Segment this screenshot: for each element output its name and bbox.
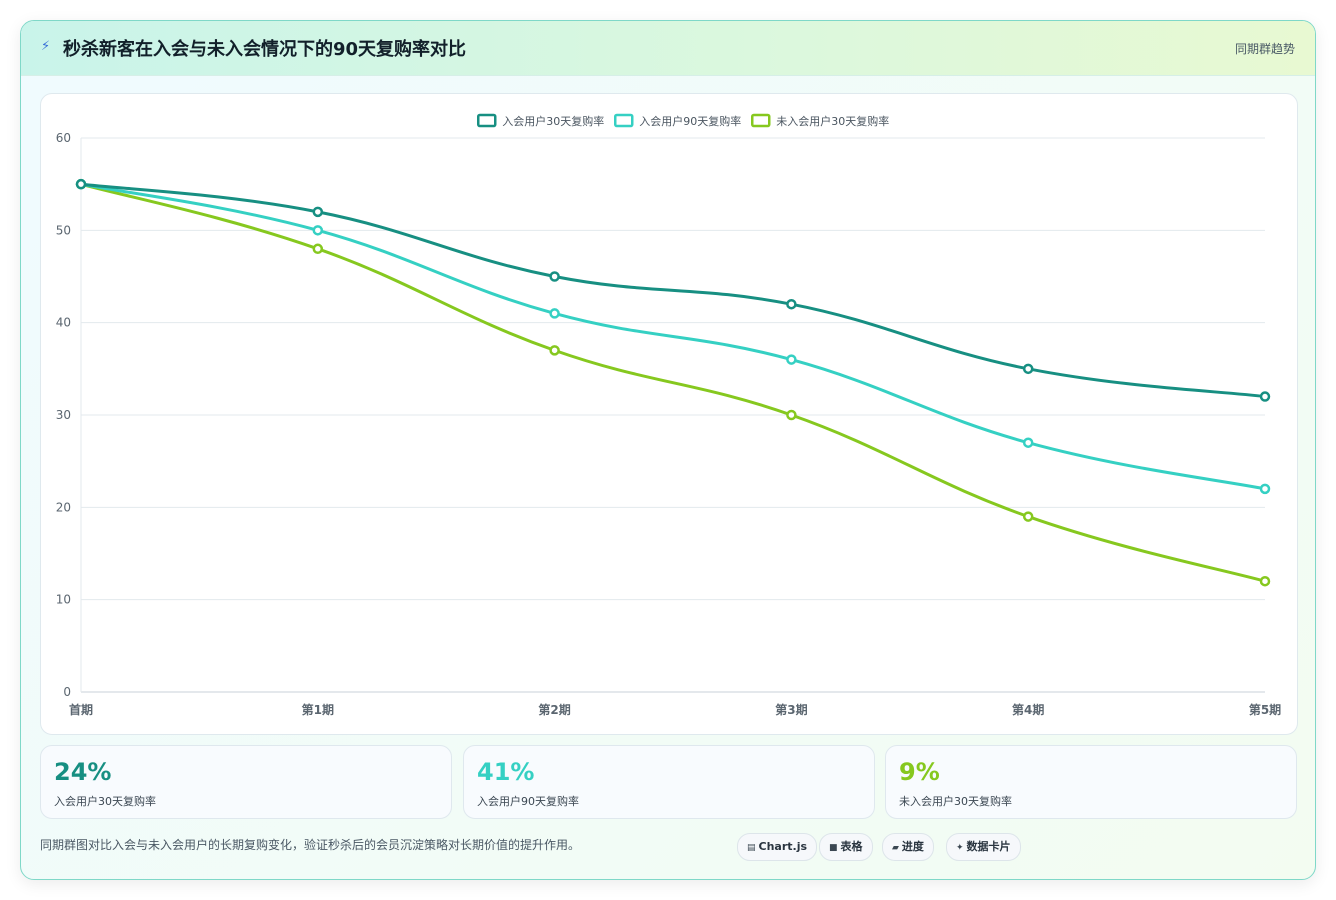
table-icon: ■ (829, 843, 838, 853)
chip-progress[interactable]: ▰ 进度 (882, 833, 934, 861)
stat-label: 入会用户30天复购率 (54, 795, 156, 808)
x-tick-label: 第4期 (1012, 702, 1044, 717)
legend-swatch (477, 113, 497, 128)
chip-data-card[interactable]: ✦ 数据卡片 (946, 833, 1021, 861)
stat-label: 入会用户90天复购率 (477, 795, 579, 808)
data-point (549, 345, 560, 356)
chip-label: 进度 (901, 840, 924, 853)
x-tick-label: 首期 (69, 702, 93, 717)
y-tick-label: 20 (56, 500, 71, 514)
y-tick-label: 10 (56, 593, 71, 607)
chart-panel: 0 10 20 30 40 50 60 首期 第1期 第2期 第3期 第4期 第5期 入会用户30天复购率… (40, 93, 1298, 735)
y-tick-label: 60 (56, 131, 71, 145)
data-point (1259, 391, 1271, 402)
series-line-1 (79, 182, 1267, 399)
x-tick-label: 第1期 (302, 702, 334, 717)
data-point (786, 409, 797, 421)
x-tick-label: 第5期 (1249, 702, 1281, 717)
chart-card: ⚡ 秒杀新客在入会与未入会情况下的90天复购率对比 同期群趋势 0 10 20 30 4… (20, 20, 1316, 880)
sparkle-icon: ✦ (956, 843, 964, 853)
chip-label: Chart.js (758, 840, 808, 853)
chip-table[interactable]: ■ 表格 (819, 833, 873, 861)
data-point (312, 243, 324, 255)
stat-card-member-30d: 24% 入会用户30天复购率 (40, 745, 452, 819)
legend-swatch (614, 113, 634, 128)
legend-swatch (751, 113, 771, 128)
y-tick-label: 50 (56, 223, 71, 237)
stat-card-member-90d: 41% 入会用户90天复购率 (463, 745, 875, 819)
data-point (1259, 575, 1271, 587)
stat-value: 41% (477, 758, 535, 786)
chip-chartjs[interactable]: ▤ Chart.js (737, 833, 818, 861)
stat-value: 9% (899, 758, 940, 786)
footnote: 同期群图对比入会与未入会用户的长期复购变化，验证秒杀后的会员沉淀策略对长期价值的… (40, 838, 581, 852)
series-line-2 (79, 182, 1267, 491)
chart-icon: ▤ (747, 843, 756, 853)
x-tick-label: 第2期 (538, 702, 570, 717)
chart-title: 秒杀新客在入会与未入会情况下的90天复购率对比 (63, 39, 467, 60)
card-header: ⚡ 秒杀新客在入会与未入会情况下的90天复购率对比 同期群趋势 (21, 21, 1315, 76)
stat-card-nonmember-30d: 9% 未入会用户30天复购率 (885, 745, 1297, 819)
data-point (786, 354, 797, 365)
stat-value: 24% (54, 758, 112, 786)
x-tick-label: 第3期 (775, 702, 807, 717)
data-point (75, 178, 87, 190)
line-chart: 0 10 20 30 40 50 60 首期 第1期 第2期 第3期 第4期 第5期 入会用户30天复购率… (56, 113, 1281, 717)
chip-label: 表格 (840, 840, 863, 853)
y-tick-label: 40 (56, 316, 71, 330)
data-point (549, 308, 560, 319)
stat-label: 未入会用户30天复购率 (899, 795, 1012, 808)
series-line-3 (79, 182, 1267, 583)
trend-label: 同期群趋势 (1234, 42, 1295, 56)
y-tick-label: 30 (56, 408, 71, 422)
legend-label: 入会用户30天复购率 (502, 114, 604, 128)
lightning-icon: ⚡ (41, 39, 51, 54)
data-point (549, 271, 560, 282)
data-point (312, 225, 324, 236)
chip-label: 数据卡片 (966, 840, 1011, 853)
legend-label: 入会用户90天复购率 (639, 114, 741, 128)
progress-icon: ▰ (892, 843, 899, 853)
data-point (312, 206, 324, 218)
legend-label: 未入会用户30天复购率 (776, 114, 889, 128)
data-point (1022, 437, 1034, 448)
y-tick-label: 0 (63, 685, 71, 699)
data-point (1259, 483, 1271, 495)
data-point (1022, 363, 1034, 375)
data-point (786, 298, 797, 310)
data-point (1022, 511, 1034, 522)
